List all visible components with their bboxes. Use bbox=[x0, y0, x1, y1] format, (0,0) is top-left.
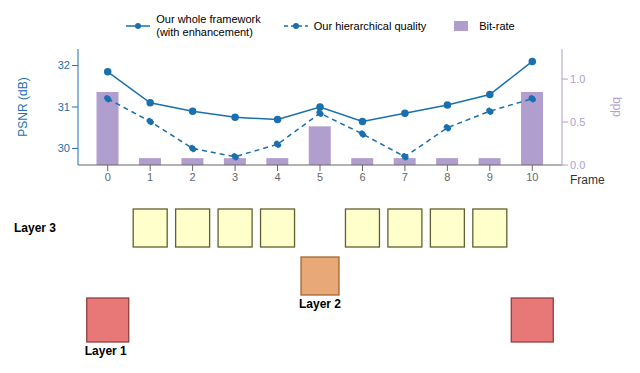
html-text:(with enhancement): (with enhancement) bbox=[156, 26, 253, 38]
svg-text:PSNR (dB): PSNR (dB) bbox=[16, 77, 30, 136]
svg-text:30: 30 bbox=[58, 142, 70, 154]
svg-text:bpp: bpp bbox=[610, 97, 624, 117]
svg-text:7: 7 bbox=[402, 171, 408, 183]
svg-text:32: 32 bbox=[58, 59, 70, 71]
html-text:Bit-rate: Bit-rate bbox=[479, 19, 515, 32]
html-text:Our hierarchical quality: Our hierarchical quality bbox=[313, 19, 427, 32]
svg-text:6: 6 bbox=[359, 171, 365, 183]
svg-text:0.5: 0.5 bbox=[570, 116, 585, 128]
svg-text:Frame: Frame bbox=[570, 173, 605, 187]
svg-text:3: 3 bbox=[232, 171, 238, 183]
svg-text:2: 2 bbox=[190, 171, 196, 183]
svg-text:9: 9 bbox=[487, 171, 493, 183]
svg-text:31: 31 bbox=[58, 101, 70, 113]
svg-text:1: 1 bbox=[147, 171, 153, 183]
svg-text:8: 8 bbox=[444, 171, 450, 183]
svg-text:0: 0 bbox=[105, 171, 111, 183]
svg-text:Layer 1: Layer 1 bbox=[85, 344, 127, 358]
html-text:Our whole framework: Our whole framework bbox=[156, 13, 261, 25]
svg-text:10: 10 bbox=[526, 171, 538, 183]
svg-text:Layer 2: Layer 2 bbox=[299, 297, 341, 311]
svg-text:5: 5 bbox=[317, 171, 323, 183]
svg-text:0.0: 0.0 bbox=[570, 159, 585, 171]
svg-text:4: 4 bbox=[274, 171, 280, 183]
svg-text:Layer 3: Layer 3 bbox=[14, 221, 56, 235]
svg-text:1.0: 1.0 bbox=[570, 73, 585, 85]
